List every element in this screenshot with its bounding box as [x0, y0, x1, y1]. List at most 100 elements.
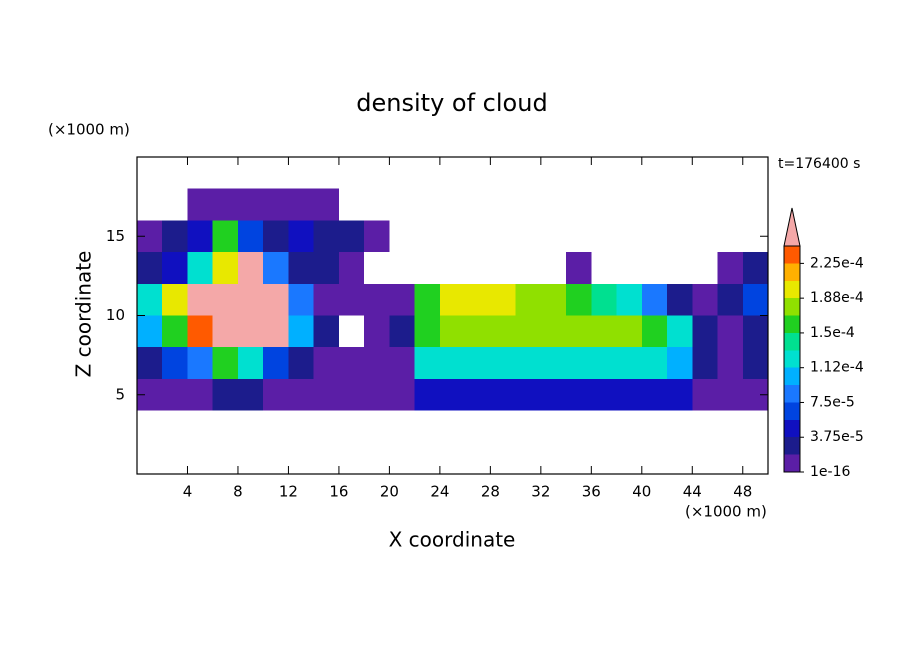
- contour-cell: [742, 252, 768, 284]
- contour-cell: [389, 315, 415, 348]
- contour-cell: [212, 315, 238, 348]
- contour-cell: [162, 220, 188, 253]
- colorbar-tick-label: 1.12e-4: [810, 360, 864, 376]
- contour-cell: [212, 188, 238, 221]
- contour-cell: [616, 315, 642, 348]
- colorbar-band: [784, 419, 800, 438]
- contour-cell: [717, 283, 743, 316]
- colorbar-tick-label: 3.75e-5: [810, 429, 864, 445]
- contour-cell: [515, 378, 541, 411]
- contour-cell: [187, 188, 213, 221]
- contour-cell: [389, 378, 415, 411]
- contour-cell: [591, 347, 617, 379]
- contour-cell: [439, 378, 466, 411]
- contour-cell: [137, 315, 163, 348]
- y-axis-label: Z coordinate: [72, 251, 96, 378]
- contour-cell: [566, 283, 592, 316]
- contour-cell: [717, 378, 743, 411]
- contour-cell: [667, 283, 693, 316]
- contour-cell: [591, 378, 617, 411]
- contour-cell: [313, 378, 339, 411]
- colorbar-tick-label: 1.88e-4: [810, 290, 864, 306]
- contour-cell: [566, 252, 592, 284]
- contour-cell: [490, 283, 516, 316]
- contour-cell: [717, 315, 743, 348]
- contour-cell: [439, 315, 466, 348]
- contour-cell: [237, 188, 264, 221]
- contour-cell: [566, 347, 592, 379]
- colorbar-tick-label: 2.25e-4: [810, 255, 864, 271]
- contour-cell: [364, 220, 390, 253]
- contour-cell: [313, 315, 339, 348]
- contour-cell: [137, 252, 163, 284]
- colorbar-band: [784, 246, 800, 264]
- contour-cell: [263, 188, 289, 221]
- contour-cell: [313, 252, 339, 284]
- contour-cell: [288, 315, 314, 348]
- x-tick-label: 40: [632, 483, 651, 501]
- x-tick-label: 32: [531, 483, 550, 501]
- x-tick-label: 36: [582, 483, 601, 501]
- x-tick-label: 16: [329, 483, 348, 501]
- contour-cell: [212, 283, 238, 316]
- contour-cell: [288, 283, 314, 316]
- contour-cell: [162, 378, 188, 411]
- contour-cell: [641, 315, 668, 348]
- contour-cell: [414, 315, 440, 348]
- contour-cell: [566, 378, 592, 411]
- contour-cell: [212, 252, 238, 284]
- x-tick-label: 20: [380, 483, 399, 501]
- contour-cell: [187, 252, 213, 284]
- x-tick-label: 8: [233, 483, 243, 501]
- contour-cell: [641, 347, 668, 379]
- contour-cell: [263, 378, 289, 411]
- contour-cell: [237, 283, 264, 316]
- colorbar-band: [784, 437, 800, 455]
- x-tick-label: 12: [279, 483, 298, 501]
- contour-cell: [490, 347, 516, 379]
- colorbar-band: [784, 315, 800, 333]
- y-tick-label: 5: [115, 385, 125, 403]
- colorbar-tick-label: 1e-16: [810, 464, 850, 480]
- contour-cell: [313, 188, 339, 221]
- contour-cell: [490, 378, 516, 411]
- contour-cell: [162, 347, 188, 379]
- colorbar-over: [783, 207, 801, 247]
- contour-cell: [187, 378, 213, 411]
- colorbar-tick-label: 7.5e-5: [810, 394, 855, 410]
- x-tick-label: 28: [481, 483, 500, 501]
- contour-cell: [591, 315, 617, 348]
- contour-cell: [313, 220, 339, 253]
- contour-cell: [742, 315, 768, 348]
- contour-cell: [364, 315, 390, 348]
- contour-cell: [465, 315, 491, 348]
- contour-cell: [641, 283, 668, 316]
- contour-cell: [515, 315, 541, 348]
- contour-cell: [237, 347, 264, 379]
- contour-cell: [667, 315, 693, 348]
- time-label: t=176400 s: [778, 156, 860, 172]
- contour-cell: [338, 347, 365, 379]
- contour-cell: [237, 220, 264, 253]
- contour-cell: [515, 283, 541, 316]
- contour-cell: [692, 315, 718, 348]
- contour-cell: [288, 188, 314, 221]
- contour-cell: [288, 347, 314, 379]
- colorbar-tick-label: 1.5e-4: [810, 325, 855, 341]
- x-tick-label: 24: [430, 483, 449, 501]
- contour-cell: [742, 283, 768, 316]
- contour-cell: [212, 347, 238, 379]
- contour-cell: [692, 347, 718, 379]
- colorbar-band: [784, 402, 800, 420]
- contour-cell: [667, 378, 693, 411]
- colorbar-band: [784, 385, 800, 403]
- contour-cell: [237, 315, 264, 348]
- contour-cell: [616, 378, 642, 411]
- contour-cell: [389, 347, 415, 379]
- contour-cell: [162, 283, 188, 316]
- contour-cell: [263, 283, 289, 316]
- contour-cell: [263, 315, 289, 348]
- contour-cell: [465, 283, 491, 316]
- contour-cell: [717, 252, 743, 284]
- colorbar-band: [784, 298, 800, 316]
